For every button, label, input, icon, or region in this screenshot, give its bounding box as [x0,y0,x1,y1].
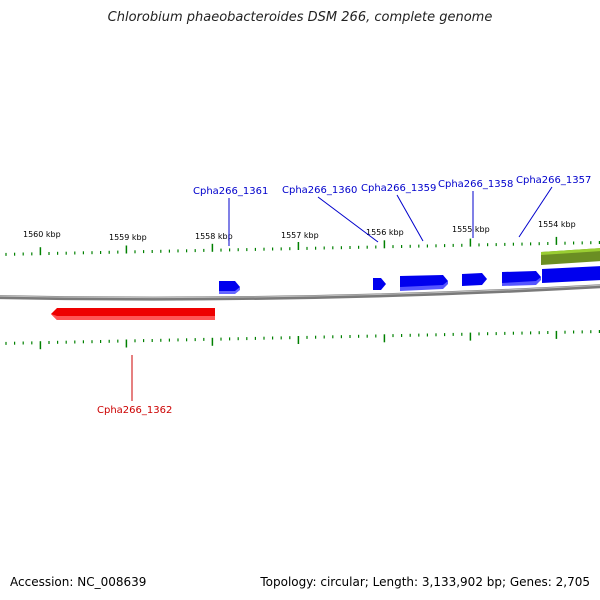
gene-label-cpha266-1362[interactable]: Cpha266_1362 [97,405,172,416]
gene-label-cpha266-1358[interactable]: Cpha266_1358 [438,179,513,190]
gene-feature-cpha266-1360[interactable] [373,278,386,290]
gene-feature-next-forward[interactable] [542,266,600,283]
gene-feature-cpha266-1358[interactable] [462,273,487,286]
tick-row-bottom [5,330,600,350]
gene-feature-cpha266-1362[interactable] [51,308,215,320]
kbp-label-1554: 1554 kbp [538,220,576,229]
genome-summary-text: Topology: circular; Length: 3,133,902 bp… [260,575,590,589]
kbp-label-1556: 1556 kbp [366,228,404,237]
gene-feature-cpha266-1359[interactable] [400,275,448,291]
gene-label-cpha266-1359[interactable]: Cpha266_1359 [361,183,436,194]
kbp-label-1560: 1560 kbp [23,230,61,239]
leader-line-cpha266-1359 [396,194,424,242]
tick-row-top [5,236,600,256]
gene-label-cpha266-1360[interactable]: Cpha266_1360 [282,185,357,196]
accession-text: Accession: NC_008639 [10,575,147,589]
map-title: Chlorobium phaeobacteroides DSM 266, com… [107,10,493,25]
genome-backbone-highlight [0,284,600,299]
gene-label-cpha266-1357[interactable]: Cpha266_1357 [516,175,591,186]
kbp-label-1557: 1557 kbp [281,231,319,240]
leader-line-cpha266-1357 [518,186,553,238]
leader-line-cpha266-1360 [317,196,379,243]
kbp-label-1559: 1559 kbp [109,233,147,242]
gene-label-cpha266-1361[interactable]: Cpha266_1361 [193,186,268,197]
other-feature-olive[interactable] [541,248,600,265]
gene-feature-cpha266-1357[interactable] [502,271,541,286]
kbp-label-1558: 1558 kbp [195,232,233,241]
genome-backbone [0,284,600,301]
kbp-label-1555: 1555 kbp [452,225,490,234]
gene-feature-cpha266-1361[interactable] [219,281,240,294]
